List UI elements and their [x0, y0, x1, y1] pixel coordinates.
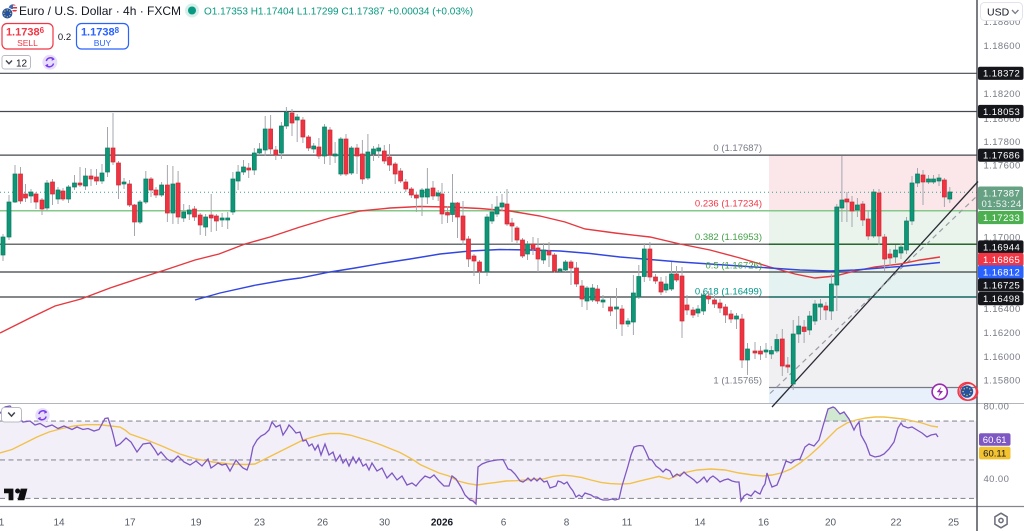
- svg-text:23: 23: [254, 518, 266, 529]
- svg-text:16: 16: [758, 518, 770, 529]
- svg-text:40.00: 40.00: [984, 474, 1010, 485]
- svg-text:60.11: 60.11: [983, 448, 1006, 459]
- svg-text:1.18800: 1.18800: [984, 17, 1021, 28]
- svg-text:1.16865: 1.16865: [983, 255, 1020, 266]
- svg-text:25: 25: [948, 518, 960, 529]
- svg-text:14: 14: [53, 518, 65, 529]
- svg-text:1.16944: 1.16944: [983, 242, 1020, 253]
- svg-text:1.17387: 1.17387: [983, 189, 1020, 200]
- svg-text:0 (1.17687): 0 (1.17687): [713, 143, 762, 154]
- svg-text:1.17388: 1.17388: [81, 26, 120, 39]
- svg-text:BUY: BUY: [94, 38, 112, 48]
- svg-text:17: 17: [124, 518, 136, 529]
- svg-text:1.16498: 1.16498: [983, 294, 1020, 305]
- svg-text:1: 1: [0, 518, 5, 529]
- svg-text:0.382 (1.16953): 0.382 (1.16953): [695, 232, 762, 243]
- svg-text:SELL: SELL: [17, 38, 38, 48]
- svg-text:80.00: 80.00: [984, 402, 1010, 413]
- svg-text:0.5 (1.16726): 0.5 (1.16726): [705, 261, 762, 272]
- svg-text:12: 12: [16, 59, 28, 70]
- svg-text:1.16000: 1.16000: [984, 352, 1021, 363]
- svg-text:USD: USD: [987, 7, 1010, 19]
- svg-text:1.17800: 1.17800: [984, 137, 1021, 148]
- svg-text:1.18000: 1.18000: [984, 114, 1021, 125]
- svg-text:0.618 (1.16499): 0.618 (1.16499): [695, 287, 762, 298]
- svg-text:1.15800: 1.15800: [984, 376, 1021, 387]
- svg-text:0.2: 0.2: [58, 32, 71, 43]
- svg-text:1.17600: 1.17600: [984, 161, 1021, 172]
- svg-text:1.16812: 1.16812: [983, 267, 1020, 278]
- svg-text:1.18372: 1.18372: [983, 69, 1020, 80]
- svg-text:26: 26: [317, 518, 329, 529]
- svg-text:1.16200: 1.16200: [984, 328, 1021, 339]
- svg-text:14: 14: [694, 518, 706, 529]
- svg-text:1.18200: 1.18200: [984, 89, 1021, 100]
- svg-text:01:53:24: 01:53:24: [982, 199, 1022, 210]
- svg-text:O1.17353 H1.17404 L1.17299: O1.17353 H1.17404 L1.17299 C1.17387 +0.0…: [204, 6, 473, 17]
- svg-text:6: 6: [501, 518, 507, 529]
- svg-text:30: 30: [379, 518, 391, 529]
- svg-text:11: 11: [622, 518, 633, 529]
- svg-text:2026: 2026: [431, 518, 454, 529]
- svg-text:19: 19: [190, 518, 202, 529]
- svg-text:0.236 (1.17234): 0.236 (1.17234): [695, 199, 762, 210]
- svg-text:1.17386: 1.17386: [6, 26, 45, 39]
- svg-text:22: 22: [890, 518, 902, 529]
- svg-text:20: 20: [825, 518, 837, 529]
- svg-text:1.17000: 1.17000: [984, 232, 1021, 243]
- svg-text:60.61: 60.61: [983, 435, 1007, 446]
- svg-text:1.18600: 1.18600: [984, 41, 1021, 52]
- svg-text:1.17233: 1.17233: [983, 213, 1020, 224]
- svg-text:8: 8: [564, 518, 570, 529]
- svg-text:Euro / U.S. Dollar · 4h · FXCM: Euro / U.S. Dollar · 4h · FXCM: [19, 4, 181, 18]
- svg-text:1.17686: 1.17686: [983, 151, 1020, 162]
- svg-text:1.16725: 1.16725: [983, 280, 1020, 291]
- svg-text:1.16400: 1.16400: [984, 304, 1021, 315]
- svg-text:1 (1.15765): 1 (1.15765): [713, 376, 762, 387]
- svg-text:1.18053: 1.18053: [983, 107, 1020, 118]
